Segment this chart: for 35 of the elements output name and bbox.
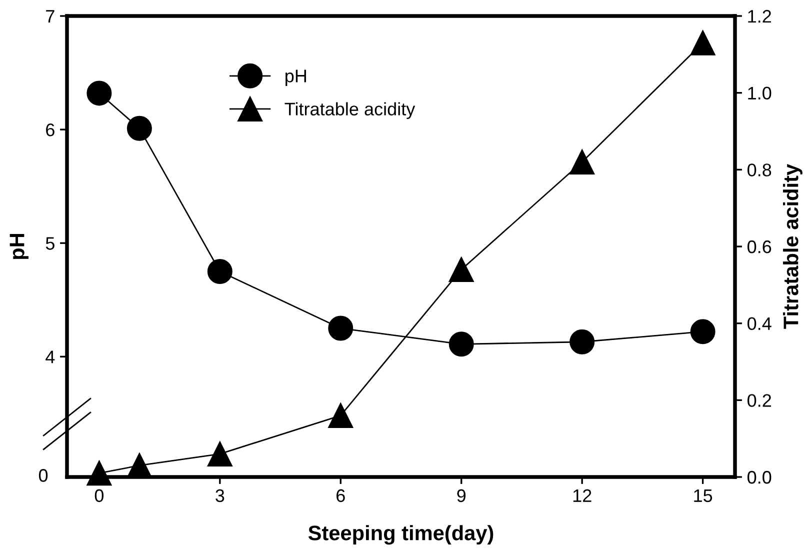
point [207,441,232,466]
point [570,149,595,174]
x-tick-label: 3 [216,489,224,502]
y2-tick-label: 1.0 [748,86,772,100]
y2-tick-label: 0.8 [748,164,772,176]
x-tick-label: 12 [573,489,592,502]
y2-tick-label: 1.2 [748,10,771,23]
point [690,30,716,56]
x-tick-label: 15 [694,489,712,502]
x-axis-title: Steeping time(day) [308,525,494,545]
legend-label: Titratable acidity [284,102,416,120]
y-tick-label: 5 [46,237,54,250]
point [328,316,354,341]
y2-tick-label: 0.6 [748,240,772,254]
y-tick-label: 7 [46,10,54,23]
y2-tick-label: 0.4 [748,317,772,330]
x-tick-label: 0 [94,489,104,502]
y-axis-title: pH [10,234,28,260]
y2-axis-title: Titratable acidity [783,164,802,329]
point [126,116,152,141]
y-tick-label: 4 [46,350,55,364]
point [448,332,474,357]
point [690,319,716,344]
point [86,80,112,106]
point [570,329,595,354]
y-tick-label: 6 [46,123,54,136]
x-tick-label: 6 [336,489,345,502]
point [207,258,232,284]
y2-tick-label: 0.2 [748,394,771,407]
point [448,257,474,282]
point [328,403,354,428]
text: 0 [38,469,48,482]
y2-tick-label: 0.0 [748,470,772,484]
x-tick-label: 9 [457,489,466,502]
legend-label: pH [286,70,306,86]
